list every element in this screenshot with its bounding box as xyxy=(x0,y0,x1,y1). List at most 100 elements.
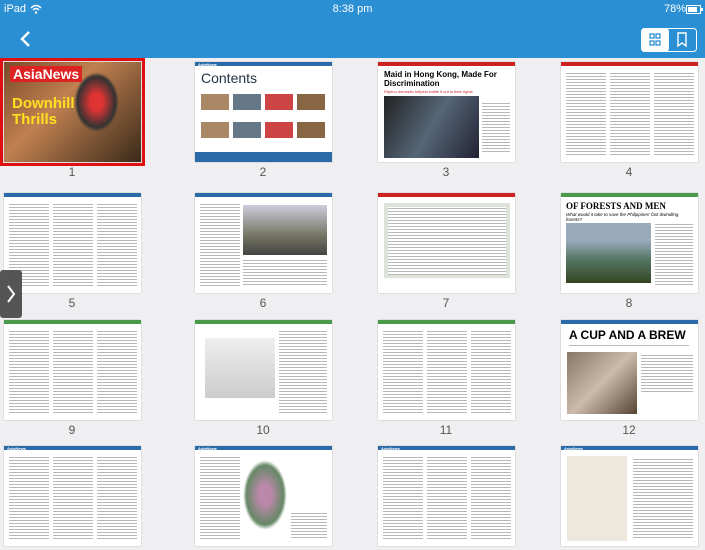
page-image xyxy=(243,205,327,255)
view-toggle[interactable] xyxy=(641,28,697,52)
page-header-bar xyxy=(195,193,332,197)
page-thumbnail[interactable] xyxy=(561,62,698,162)
page-header-bar xyxy=(4,320,141,324)
page-number: 7 xyxy=(442,296,450,310)
 xyxy=(9,456,49,540)
forest-photo xyxy=(566,223,651,283)
page-number: 10 xyxy=(256,423,270,437)
device-name: iPad xyxy=(4,3,27,15)
masthead: AsiaNews xyxy=(564,446,583,451)
page-number: 11 xyxy=(439,423,453,437)
 xyxy=(53,330,93,414)
page-header-bar xyxy=(378,193,515,197)
page-thumbnail[interactable]: AsiaNews xyxy=(378,446,515,546)
page-thumbnail[interactable] xyxy=(195,320,332,420)
page-thumbnail[interactable]: AsiaNews Contents xyxy=(195,62,332,162)
contents-image xyxy=(265,94,293,110)
 xyxy=(97,330,137,414)
 xyxy=(383,456,423,540)
back-button[interactable] xyxy=(18,30,34,48)
contents-footer xyxy=(195,152,332,162)
page-header-bar xyxy=(195,62,332,66)
article-subtitle: What would it take to save the Philippin… xyxy=(566,212,679,222)
page-header-bar xyxy=(378,62,515,66)
 xyxy=(53,203,93,287)
page-thumbnail[interactable] xyxy=(4,320,141,420)
cover-title: Downhill Thrills xyxy=(12,95,75,128)
cover-masthead: AsiaNews xyxy=(10,66,83,82)
masthead: AsiaNews xyxy=(198,446,217,451)
page-header-bar xyxy=(561,446,698,450)
 xyxy=(97,203,137,287)
page-thumbnail[interactable]: A CUP AND A BREW xyxy=(561,320,698,420)
 xyxy=(471,456,511,540)
contents-image xyxy=(265,122,293,138)
page-image xyxy=(205,338,275,398)
page-number: 8 xyxy=(625,296,633,310)
article-title: A CUP AND A BREW xyxy=(569,328,686,342)
 xyxy=(633,458,693,538)
battery-icon xyxy=(686,5,703,14)
 xyxy=(654,72,694,156)
contents-image xyxy=(201,122,229,138)
 xyxy=(53,456,93,540)
page-thumbnail[interactable] xyxy=(4,193,141,293)
masthead: AsiaNews xyxy=(7,446,26,451)
page-thumbnail[interactable]: AsiaNews Downhill Thrills xyxy=(0,58,145,166)
 xyxy=(427,456,467,540)
 xyxy=(9,330,49,414)
 xyxy=(200,456,240,540)
 xyxy=(388,207,506,275)
 xyxy=(655,223,693,287)
page-image xyxy=(567,456,627,541)
page-header-bar xyxy=(561,320,698,324)
page-number: 3 xyxy=(442,165,450,179)
page-header-bar xyxy=(378,446,515,450)
battery-level: 78% xyxy=(664,3,687,15)
article-title: OF FORESTS AND MEN xyxy=(566,201,666,211)
contents-image xyxy=(297,94,325,110)
page-header-bar xyxy=(561,193,698,197)
rider-image xyxy=(74,72,119,132)
page-number: 2 xyxy=(259,165,267,179)
 xyxy=(243,259,327,287)
page-number: 5 xyxy=(68,296,76,310)
page-thumbnail[interactable]: OF FORESTS AND MEN What would it take to … xyxy=(561,193,698,293)
page-thumbnail[interactable] xyxy=(378,320,515,420)
contents-image xyxy=(233,122,261,138)
page-header-bar xyxy=(195,446,332,450)
 xyxy=(471,330,511,414)
side-drawer-tab[interactable] xyxy=(0,270,22,318)
masthead: AsiaNews xyxy=(198,62,217,67)
coffee-photo xyxy=(567,352,637,414)
page-header-bar xyxy=(4,446,141,450)
page-thumbnail[interactable]: AsiaNews xyxy=(4,446,141,546)
page-thumbnail[interactable]: Maid in Hong Kong, Made For Discriminati… xyxy=(378,62,515,162)
masthead: AsiaNews xyxy=(381,446,400,451)
contents-title: Contents xyxy=(201,70,258,86)
page-number: 9 xyxy=(68,423,76,437)
 xyxy=(482,102,510,152)
 xyxy=(566,72,606,156)
 xyxy=(97,456,137,540)
page-header-bar xyxy=(4,193,141,197)
 xyxy=(279,330,327,414)
article-title: Maid in Hong Kong, Made For Discriminati… xyxy=(384,70,497,88)
page-number: 6 xyxy=(259,296,267,310)
page-number: 4 xyxy=(625,165,633,179)
page-thumbnail[interactable]: AsiaNews xyxy=(561,446,698,546)
article-subtitle: Filipino domestic helpers battle it out … xyxy=(384,89,473,94)
contents-image xyxy=(297,122,325,138)
 xyxy=(291,512,327,540)
page-thumbnail[interactable] xyxy=(378,193,515,293)
contents-image xyxy=(233,94,261,110)
wifi-icon xyxy=(30,4,42,14)
page-header-bar xyxy=(195,320,332,324)
contents-image xyxy=(201,94,229,110)
 xyxy=(641,354,693,394)
 xyxy=(610,72,650,156)
page-thumbnail[interactable] xyxy=(195,193,332,293)
 xyxy=(569,344,689,348)
page-thumbnail[interactable]: AsiaNews xyxy=(195,446,332,546)
